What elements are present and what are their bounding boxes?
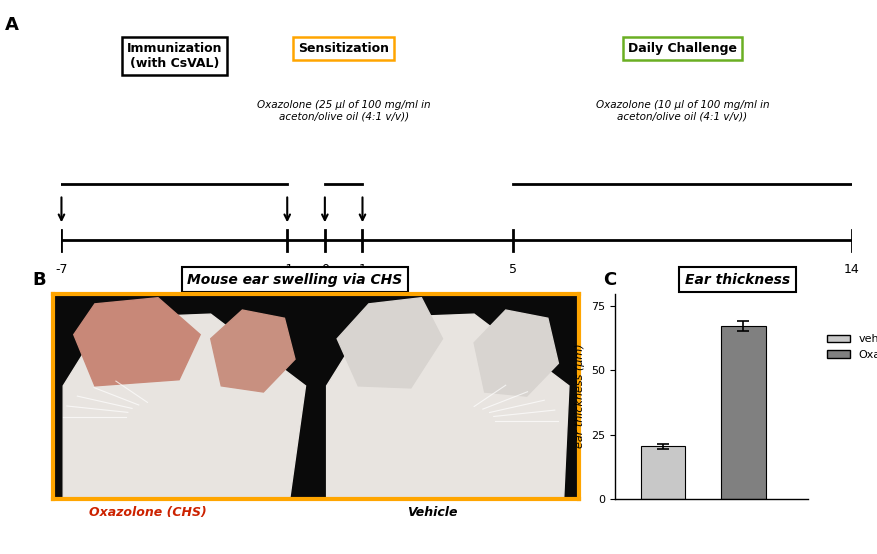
Polygon shape — [326, 314, 568, 499]
Text: Ear thickness: Ear thickness — [684, 273, 789, 287]
Text: Mouse ear swelling via CHS: Mouse ear swelling via CHS — [187, 273, 403, 287]
Bar — [640, 446, 684, 499]
Text: Vehicle: Vehicle — [406, 506, 457, 519]
Text: 0: 0 — [320, 263, 329, 276]
Text: -7: -7 — [55, 263, 68, 276]
Text: C: C — [602, 271, 617, 289]
Text: Oxazolone (CHS): Oxazolone (CHS) — [89, 506, 206, 519]
Polygon shape — [289, 294, 342, 499]
Polygon shape — [210, 310, 295, 392]
Polygon shape — [74, 297, 200, 386]
Text: Oxazolone (25 μl of 100 mg/ml in
aceton/olive oil (4:1 v/v)): Oxazolone (25 μl of 100 mg/ml in aceton/… — [257, 100, 430, 122]
Bar — [720, 326, 765, 499]
Polygon shape — [474, 310, 558, 396]
Text: 5: 5 — [509, 263, 517, 276]
Text: Oxazolone (10 μl of 100 mg/ml in
aceton/olive oil (4:1 v/v)): Oxazolone (10 μl of 100 mg/ml in aceton/… — [595, 100, 768, 122]
Y-axis label: ear thickness (μm): ear thickness (μm) — [574, 344, 585, 448]
Legend: vehicle, Oxazolone: vehicle, Oxazolone — [822, 330, 877, 365]
Text: 1: 1 — [358, 263, 366, 276]
Text: Sensitization: Sensitization — [298, 42, 389, 55]
Text: A: A — [5, 16, 19, 34]
Text: Immunization
(with CsVAL): Immunization (with CsVAL) — [126, 42, 222, 70]
Text: -1: -1 — [281, 263, 293, 276]
Text: B: B — [32, 271, 46, 289]
Polygon shape — [63, 314, 305, 499]
Polygon shape — [337, 297, 442, 388]
Text: 14: 14 — [843, 263, 859, 276]
Text: Daily Challenge: Daily Challenge — [627, 42, 736, 55]
